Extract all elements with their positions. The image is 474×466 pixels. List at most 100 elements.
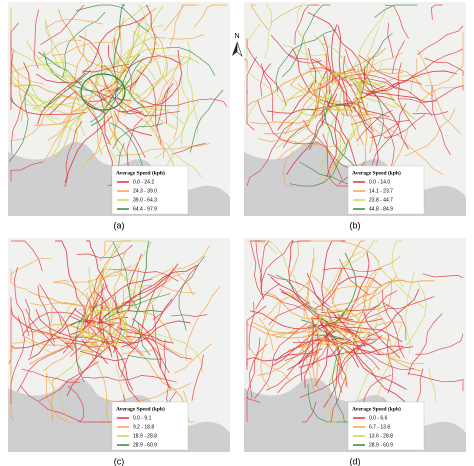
road xyxy=(16,345,70,392)
road xyxy=(13,84,84,101)
road xyxy=(171,142,206,155)
road xyxy=(246,60,284,103)
road xyxy=(76,244,133,259)
road xyxy=(374,4,418,18)
road xyxy=(30,323,103,352)
road xyxy=(64,120,83,187)
road xyxy=(388,357,424,365)
road xyxy=(260,63,271,97)
road xyxy=(24,336,95,353)
road xyxy=(125,335,193,360)
road xyxy=(341,240,378,268)
road xyxy=(99,240,131,261)
legend-label: 64.4 - 97.9 xyxy=(133,206,157,212)
road xyxy=(150,272,185,305)
road xyxy=(136,93,165,159)
road xyxy=(117,328,170,374)
road xyxy=(108,17,125,99)
road xyxy=(331,346,345,423)
road xyxy=(21,368,80,383)
road xyxy=(37,285,55,343)
road xyxy=(104,240,112,254)
road xyxy=(78,309,124,325)
road xyxy=(431,86,451,156)
road xyxy=(43,52,98,93)
road xyxy=(154,77,190,160)
road xyxy=(246,91,255,131)
legend-label: 9.2 - 18.8 xyxy=(133,424,154,430)
road xyxy=(248,302,255,350)
road xyxy=(323,251,363,296)
road xyxy=(305,296,378,325)
road xyxy=(113,37,133,93)
road xyxy=(261,240,311,293)
road xyxy=(40,4,85,45)
legend-label: 6.7 - 13.6 xyxy=(369,424,390,430)
road xyxy=(113,4,125,70)
road xyxy=(282,44,329,57)
road xyxy=(319,75,346,168)
road xyxy=(83,291,136,356)
road xyxy=(353,85,387,100)
road xyxy=(149,245,210,280)
road xyxy=(297,339,321,368)
road xyxy=(191,354,204,401)
road xyxy=(289,141,348,187)
road xyxy=(246,348,323,366)
road xyxy=(277,343,329,394)
road xyxy=(130,304,173,344)
road xyxy=(11,240,43,271)
compass-arrow xyxy=(232,42,237,56)
road xyxy=(257,309,318,376)
road xyxy=(344,48,384,93)
legend-label: 0.0 - 14.0 xyxy=(369,179,390,185)
road xyxy=(282,150,295,187)
road xyxy=(292,338,376,345)
road xyxy=(382,302,407,341)
road xyxy=(10,316,25,404)
road xyxy=(26,40,87,99)
road xyxy=(250,4,269,31)
road xyxy=(23,62,80,115)
road xyxy=(337,333,371,393)
legend: Average Speed (kph) 0.0 - 14.0 14.1 - 23.7… xyxy=(347,165,425,215)
road xyxy=(107,54,140,105)
road xyxy=(351,90,397,109)
road xyxy=(268,301,311,326)
road xyxy=(39,284,63,327)
road xyxy=(86,240,119,313)
road xyxy=(150,59,168,91)
road xyxy=(246,38,287,106)
road xyxy=(284,330,337,362)
road xyxy=(46,374,70,423)
road xyxy=(55,266,112,341)
road xyxy=(363,32,393,71)
road xyxy=(49,90,77,116)
road xyxy=(100,268,144,289)
road xyxy=(106,73,123,107)
legend-title: Average Speed (kph) xyxy=(116,405,165,412)
road xyxy=(10,342,24,376)
road xyxy=(137,322,151,356)
road xyxy=(25,102,85,108)
road xyxy=(257,100,318,145)
road xyxy=(142,56,185,129)
road xyxy=(82,375,177,383)
road xyxy=(290,84,369,114)
road xyxy=(43,70,91,109)
road xyxy=(102,77,114,113)
road xyxy=(311,317,403,343)
road xyxy=(124,57,192,109)
road xyxy=(359,90,395,101)
road xyxy=(321,42,339,88)
road xyxy=(47,62,101,141)
ring-road xyxy=(316,309,362,347)
road xyxy=(349,77,433,117)
road xyxy=(115,143,210,157)
road xyxy=(384,114,426,139)
road xyxy=(255,240,265,300)
road xyxy=(425,31,464,87)
road xyxy=(89,58,144,123)
road xyxy=(263,281,309,321)
road xyxy=(146,89,172,116)
